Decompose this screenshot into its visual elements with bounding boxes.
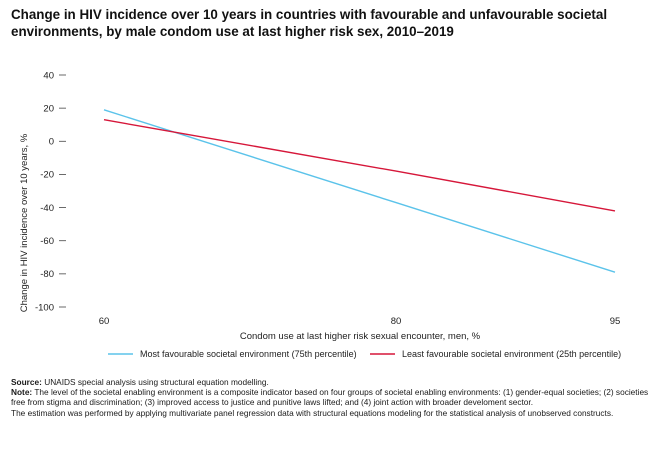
- series-lines: [103, 109, 616, 273]
- y-tick-label: -40: [40, 203, 54, 214]
- y-axis-title: Change in HIV incidence over 10 years, %: [19, 133, 30, 312]
- y-tick-label: -20: [40, 170, 54, 181]
- legend-label: Least favourable societal environment (2…: [402, 349, 621, 359]
- x-tick-label: 60: [99, 316, 110, 327]
- series-line-least-favourable: [103, 119, 616, 212]
- x-axis: 60 80 95: [99, 316, 621, 327]
- y-tick-label: 0: [49, 137, 54, 148]
- legend: Most favourable societal environment (75…: [108, 349, 621, 359]
- y-tick-label: 40: [43, 70, 54, 81]
- y-tick-label: -100: [35, 302, 54, 313]
- y-tick-label: 20: [43, 103, 54, 114]
- chart-title: Change in HIV incidence over 10 years in…: [11, 7, 608, 39]
- y-tick-label: -60: [40, 236, 54, 247]
- y-tick-label: -80: [40, 269, 54, 280]
- series-line-most-favourable: [103, 109, 616, 273]
- note-text: The level of the societal enabling envir…: [11, 387, 649, 408]
- legend-label: Most favourable societal environment (75…: [140, 349, 357, 359]
- source-label: Source:: [11, 377, 42, 387]
- estimation-note: The estimation was performed by applying…: [11, 407, 614, 418]
- note-line: Note: The level of the societal enabling…: [11, 387, 663, 407]
- x-axis-title: Condom use at last higher risk sexual en…: [240, 331, 481, 342]
- source-text: UNAIDS special analysis using structural…: [41, 377, 269, 387]
- note-label: Note:: [11, 387, 33, 398]
- chart-footer: Source: UNAIDS special analysis using st…: [11, 377, 663, 418]
- x-tick-label: 95: [610, 316, 621, 327]
- y-axis: 40 20 0 -20 -40 -60 -80 -100: [35, 70, 66, 313]
- line-chart: 40 20 0 -20 -40 -60 -80 -100 60 80 95 Change in H…: [19, 70, 621, 359]
- source-line: Source: UNAIDS special analysis using st…: [11, 377, 663, 387]
- x-tick-label: 80: [391, 316, 402, 327]
